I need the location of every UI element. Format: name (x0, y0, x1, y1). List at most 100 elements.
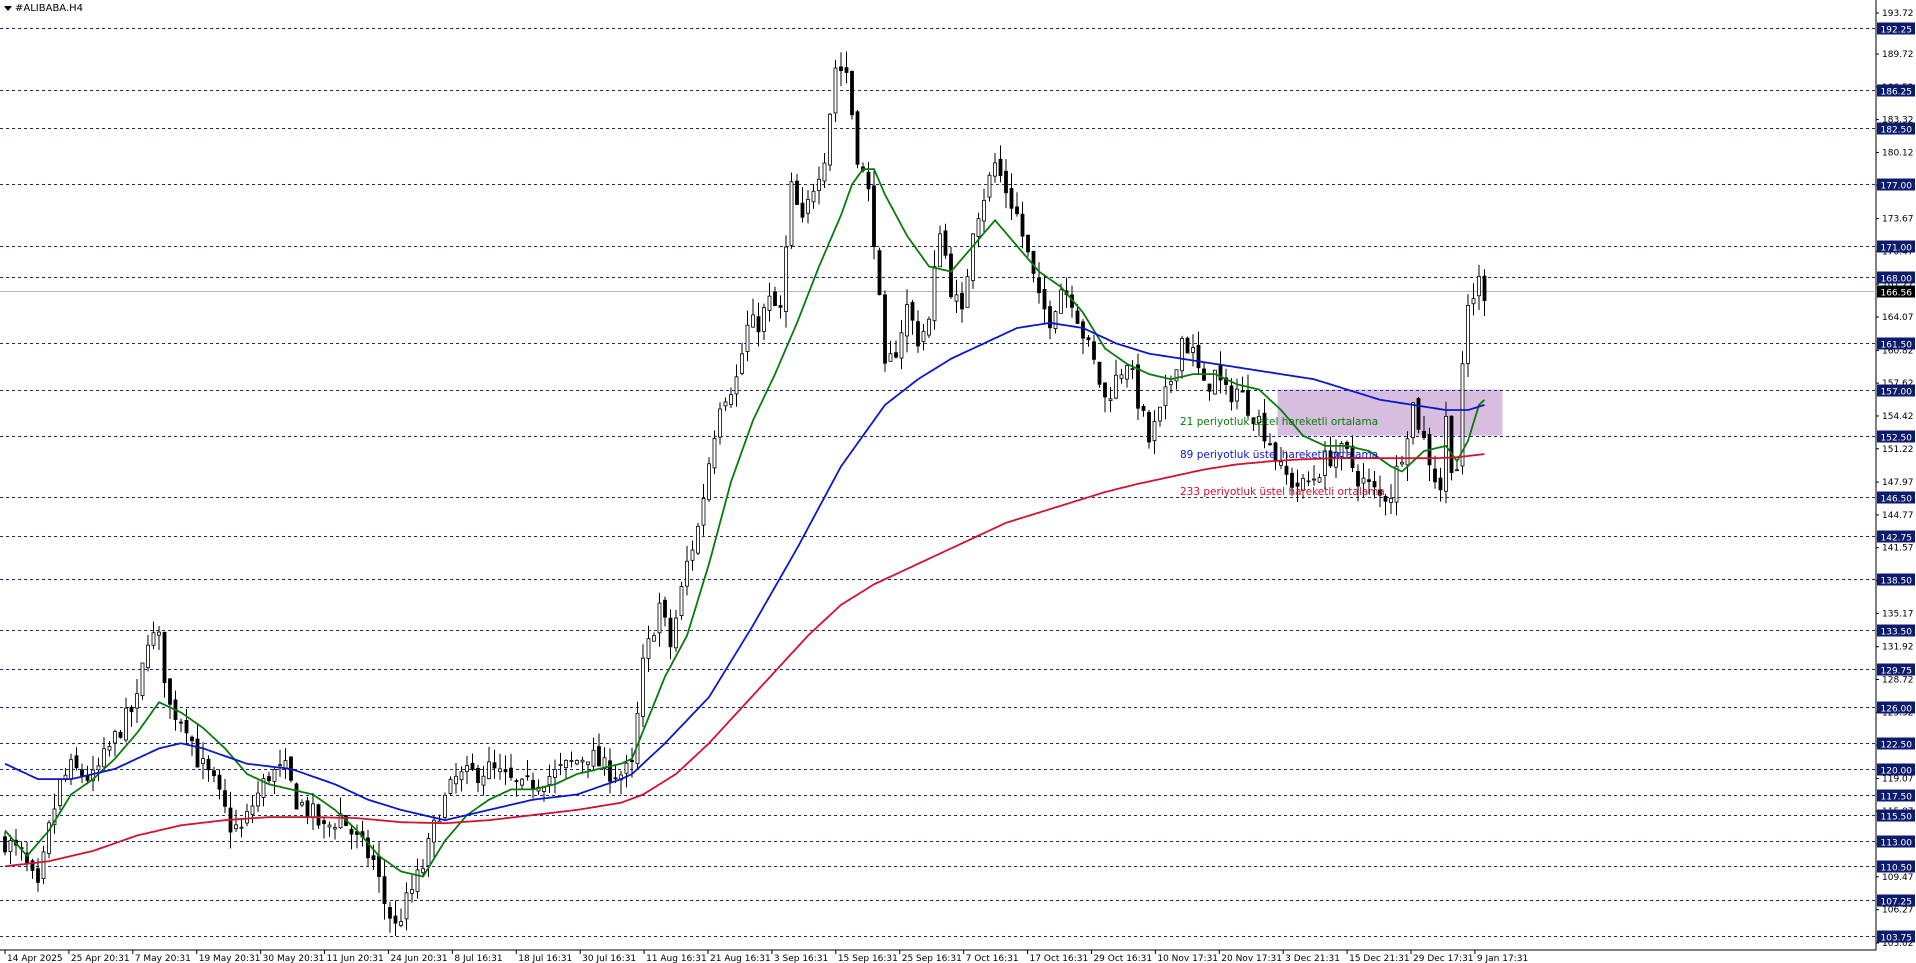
candle-body (822, 162, 827, 182)
candle-body (811, 190, 816, 203)
candle-body (366, 837, 370, 859)
time-tick-label: 21 Aug 16:31 (710, 954, 771, 963)
candle-body (267, 776, 271, 782)
candle-body (1240, 390, 1245, 393)
candle-body (806, 199, 810, 214)
candle-body (338, 813, 343, 829)
candle-body (657, 602, 662, 634)
candle-body (1092, 341, 1096, 360)
candle-body (762, 307, 766, 332)
time-tick-label: 7 May 20:31 (135, 954, 191, 963)
price-tick-label: 131.92 (1882, 643, 1914, 653)
candle-body (844, 67, 849, 73)
level-label-bg (1877, 491, 1915, 504)
time-tick-label: 10 Nov 17:31 (1157, 954, 1218, 963)
candle-body (894, 352, 898, 358)
time-tick-label: 3 Sep 16:31 (774, 954, 828, 963)
candle-body (421, 868, 425, 874)
candle-body (1257, 415, 1261, 423)
candle-body (547, 776, 552, 786)
candle-body (179, 721, 183, 724)
price-axis-level-labels: 192.25 186.25 182.50 177.00 171.00 168.00 161.… (1877, 22, 1915, 944)
candle-body (646, 638, 651, 659)
candle-body (487, 761, 491, 780)
candle-body (498, 768, 502, 773)
candle-body (96, 765, 101, 771)
candle-body (982, 200, 986, 222)
candle-body (998, 158, 1003, 177)
candle-body (272, 768, 277, 782)
candle-body (1466, 305, 1470, 364)
level-label-bg (1877, 789, 1915, 802)
candle-body (883, 294, 887, 364)
candle-body (294, 783, 299, 810)
level-label: 142.75 (1881, 534, 1913, 544)
candle-body (311, 803, 315, 818)
candle-body (745, 324, 750, 353)
candle-body (751, 314, 755, 328)
candle-body (971, 233, 975, 281)
candle-body (635, 712, 640, 765)
price-tick-label: 106.27 (1882, 906, 1914, 916)
level-label-bg (1877, 84, 1915, 97)
candle-body (767, 295, 772, 311)
candle-body (921, 330, 926, 342)
candle-body (1026, 234, 1030, 253)
candle-body (597, 746, 601, 767)
candle-body (938, 233, 942, 268)
ema-annotation-21: 21 periyotluk üstel hareketli ortalama (1180, 416, 1378, 428)
ema-annotation-89: 89 periyotluk üstel hareketli ortalama (1180, 449, 1378, 461)
candle-body (1130, 368, 1135, 371)
candle-body (734, 376, 739, 395)
level-label: 126.00 (1881, 705, 1913, 715)
candle-body (1323, 451, 1327, 476)
candle-body (602, 757, 607, 770)
candle-body (1180, 338, 1184, 372)
candle-body (976, 218, 981, 237)
candle-body (1477, 276, 1481, 297)
candle-body (256, 792, 260, 807)
candle-body (492, 762, 497, 769)
time-tick-label: 7 Oct 16:31 (966, 954, 1019, 963)
candle-body (8, 840, 13, 853)
candle-body (509, 767, 513, 778)
candle-body (1317, 477, 1322, 483)
candle-body (899, 332, 904, 359)
candle-body (690, 549, 695, 561)
candle-body (1174, 369, 1179, 382)
candle-body (701, 497, 706, 526)
dropdown-triangle-icon[interactable] (4, 5, 12, 11)
candle-body (1053, 311, 1058, 329)
candle-body (943, 230, 948, 256)
candle-body (1125, 365, 1129, 380)
candle-body (1081, 321, 1085, 339)
candle-body (520, 778, 524, 786)
candle-body (773, 291, 777, 307)
candle-body (382, 876, 387, 904)
candle-body (800, 202, 805, 218)
candle-body (652, 635, 656, 642)
candle-body (476, 768, 480, 783)
candle-body (542, 787, 546, 792)
candle-body (1185, 337, 1190, 354)
candle-body (118, 731, 123, 738)
price-tick-label: 180.12 (1882, 148, 1914, 158)
candle-body (426, 838, 431, 867)
candle-body (558, 764, 563, 766)
time-tick-label: 25 Apr 20:31 (71, 954, 130, 963)
candle-body (1229, 385, 1234, 403)
candle-body (1141, 406, 1146, 411)
candle-body (1015, 206, 1019, 215)
candle-body (1009, 188, 1014, 209)
time-tick-label: 20 Nov 17:31 (1221, 954, 1282, 963)
price-tick-label: 103.02 (1882, 939, 1914, 949)
candle-body (1169, 381, 1173, 385)
level-label: 107.25 (1881, 898, 1913, 908)
candle-body (564, 759, 568, 768)
time-tick-label: 29 Dec 17:31 (1413, 954, 1474, 963)
symbol-title-text: #ALIBABA.H4 (15, 3, 84, 14)
candle-body (723, 401, 728, 407)
candle-body (1108, 398, 1113, 402)
candle-body (217, 774, 222, 790)
